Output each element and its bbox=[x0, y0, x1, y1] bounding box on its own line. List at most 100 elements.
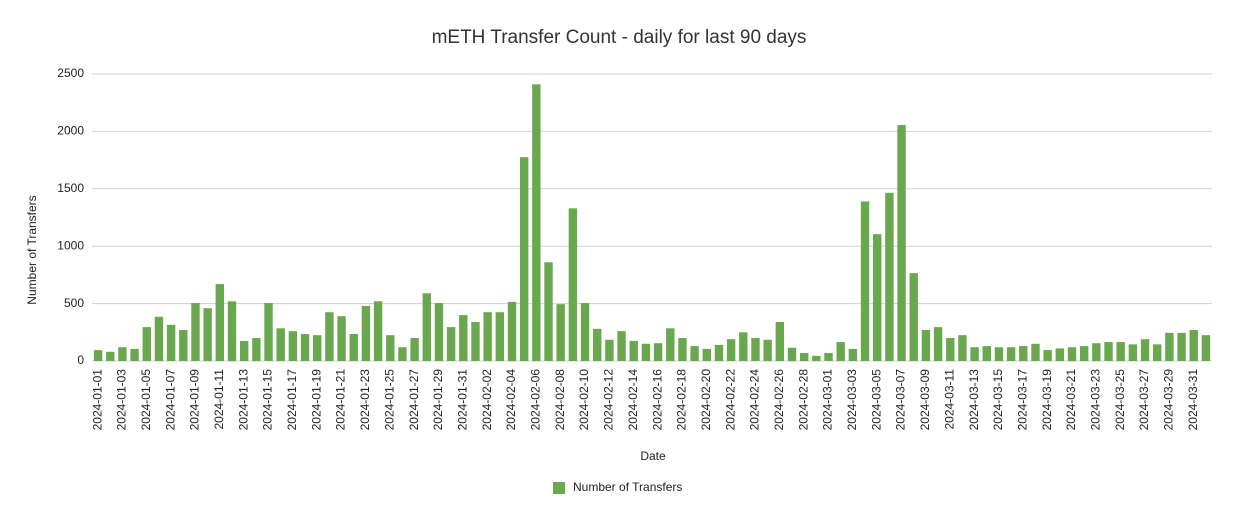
x-tick-label: 2024-02-06 bbox=[529, 369, 543, 431]
x-tick-label: 2024-02-10 bbox=[577, 369, 591, 431]
bar bbox=[836, 342, 845, 361]
x-tick-label: 2024-01-23 bbox=[358, 369, 372, 431]
bar bbox=[93, 350, 103, 361]
bar bbox=[386, 335, 395, 361]
y-axis-title: Number of Transfers bbox=[25, 195, 39, 304]
bar bbox=[580, 303, 590, 361]
x-tick-label: 2024-02-18 bbox=[675, 369, 689, 431]
bar bbox=[593, 328, 602, 361]
bar bbox=[459, 315, 468, 361]
bar bbox=[1019, 346, 1028, 361]
bar bbox=[410, 338, 419, 361]
x-tick-label: 2024-03-01 bbox=[821, 369, 835, 431]
bar bbox=[958, 335, 967, 361]
bar bbox=[191, 303, 200, 361]
x-tick-label: 2024-03-07 bbox=[894, 369, 908, 431]
bar bbox=[678, 338, 687, 361]
bar bbox=[787, 347, 797, 361]
bar bbox=[300, 334, 310, 361]
bar bbox=[568, 208, 578, 361]
bar bbox=[349, 334, 358, 361]
bar bbox=[288, 331, 298, 361]
bar bbox=[532, 84, 541, 361]
legend-swatch bbox=[553, 482, 565, 494]
x-tick-label: 2024-03-19 bbox=[1040, 369, 1054, 431]
bar bbox=[848, 348, 858, 361]
bar bbox=[812, 355, 821, 361]
bar bbox=[154, 316, 164, 361]
x-tick-label: 2024-02-24 bbox=[748, 369, 762, 431]
bar bbox=[641, 343, 651, 361]
bar bbox=[118, 347, 127, 361]
x-tick-label: 2024-03-03 bbox=[845, 369, 859, 431]
x-tick-label: 2024-03-05 bbox=[869, 369, 883, 431]
y-tick-label: 2500 bbox=[57, 66, 84, 80]
x-tick-label: 2024-01-21 bbox=[334, 369, 348, 431]
bar bbox=[1067, 347, 1077, 361]
bar bbox=[1116, 342, 1125, 361]
x-tick-label: 2024-01-17 bbox=[285, 369, 299, 431]
bar bbox=[1043, 350, 1052, 361]
x-tick-label: 2024-02-22 bbox=[723, 369, 737, 431]
y-tick-label: 2000 bbox=[57, 124, 84, 138]
bar bbox=[970, 347, 979, 361]
bar bbox=[130, 348, 139, 361]
x-tick-label: 2024-01-03 bbox=[115, 369, 129, 431]
x-tick-label: 2024-02-02 bbox=[480, 369, 494, 431]
bar bbox=[909, 273, 918, 361]
bar bbox=[313, 335, 322, 361]
y-tick-label: 1000 bbox=[57, 238, 84, 252]
x-tick-label: 2024-01-13 bbox=[236, 369, 250, 431]
bar bbox=[653, 343, 663, 361]
bar bbox=[142, 327, 151, 361]
bar bbox=[739, 332, 748, 361]
x-tick-label: 2024-01-05 bbox=[139, 369, 153, 431]
x-axis-title: Date bbox=[640, 449, 666, 463]
bar bbox=[1104, 342, 1113, 361]
x-tick-label: 2024-01-29 bbox=[431, 369, 445, 431]
x-tick-label: 2024-01-19 bbox=[309, 369, 323, 431]
bar bbox=[775, 321, 785, 361]
x-tick-label: 2024-02-20 bbox=[699, 369, 713, 431]
x-tick-label: 2024-01-01 bbox=[90, 369, 104, 431]
x-tick-label: 2024-03-31 bbox=[1186, 369, 1200, 431]
bar bbox=[252, 338, 261, 361]
x-tick-label: 2024-01-27 bbox=[407, 369, 421, 431]
bar bbox=[483, 312, 492, 361]
bar bbox=[933, 327, 943, 361]
x-tick-label: 2024-03-25 bbox=[1113, 369, 1127, 431]
bar bbox=[1140, 339, 1150, 361]
bar bbox=[666, 328, 675, 361]
bar bbox=[1165, 332, 1174, 361]
x-tick-label: 2024-03-15 bbox=[991, 369, 1005, 431]
bar bbox=[446, 327, 456, 361]
bar bbox=[897, 125, 906, 361]
bar bbox=[860, 201, 870, 361]
bar bbox=[166, 324, 176, 361]
bar bbox=[1128, 344, 1138, 361]
bar bbox=[215, 284, 225, 361]
bar bbox=[714, 344, 724, 361]
x-tick-label: 2024-01-07 bbox=[163, 369, 177, 431]
bar bbox=[556, 304, 565, 361]
x-tick-label: 2024-02-16 bbox=[650, 369, 664, 431]
bar bbox=[471, 321, 480, 361]
bar bbox=[434, 303, 444, 361]
bar bbox=[106, 351, 115, 361]
x-tick-label: 2024-01-11 bbox=[212, 369, 226, 430]
bar bbox=[325, 312, 334, 361]
x-tick-label: 2024-02-28 bbox=[796, 369, 810, 431]
x-tick-label: 2024-03-11 bbox=[942, 369, 956, 430]
bar bbox=[982, 346, 991, 361]
bar bbox=[1153, 344, 1162, 361]
x-tick-label: 2024-01-31 bbox=[455, 369, 469, 431]
x-tick-label: 2024-03-27 bbox=[1137, 369, 1151, 431]
bar bbox=[751, 338, 760, 361]
bar bbox=[337, 316, 346, 361]
x-tick-label: 2024-03-13 bbox=[967, 369, 981, 431]
bar bbox=[264, 303, 273, 361]
x-tick-label: 2024-03-29 bbox=[1162, 369, 1176, 431]
bar bbox=[373, 301, 383, 361]
y-tick-label: 500 bbox=[64, 296, 84, 310]
x-tick-label: 2024-03-21 bbox=[1064, 369, 1078, 431]
